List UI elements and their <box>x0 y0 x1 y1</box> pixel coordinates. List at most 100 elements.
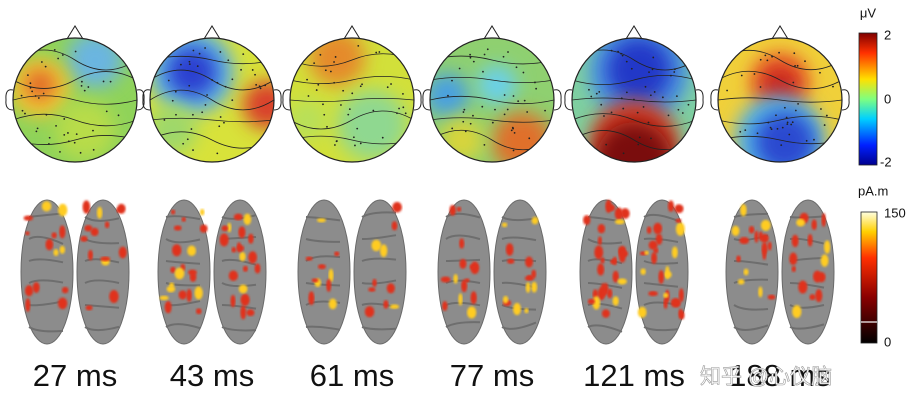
activation <box>583 215 591 226</box>
electrode <box>783 106 786 109</box>
nose <box>771 25 789 40</box>
source-colorbar: pA.m 150 0 <box>858 183 906 349</box>
sulcus <box>84 325 120 332</box>
topomap <box>150 38 274 162</box>
electrode <box>458 67 461 70</box>
electrode <box>307 95 310 97</box>
head-outline <box>149 37 275 163</box>
activation <box>678 288 684 303</box>
activation <box>173 225 182 231</box>
activation <box>470 291 477 305</box>
electrode <box>651 68 654 71</box>
nose <box>483 25 501 40</box>
ear <box>282 89 291 111</box>
activation <box>505 243 514 256</box>
sulcus <box>445 212 481 219</box>
contour <box>718 115 842 125</box>
contour <box>13 71 137 89</box>
electrode <box>251 69 254 71</box>
panels: 27 ms 43 ms 61 ms 77 ms 121 ms 188 ms <box>5 25 850 393</box>
electrode <box>513 131 516 134</box>
electrode <box>753 73 756 75</box>
electrode <box>323 113 326 116</box>
nose <box>343 25 361 40</box>
electrode <box>317 83 320 86</box>
electrode <box>186 138 189 141</box>
activation <box>796 218 806 227</box>
electrode <box>600 103 603 106</box>
contour <box>290 97 414 103</box>
topomap <box>430 38 554 162</box>
electrode <box>26 74 29 76</box>
electrode <box>464 130 467 133</box>
activation <box>737 278 745 285</box>
activation <box>166 285 176 293</box>
electrode <box>347 113 350 116</box>
activation <box>612 270 619 283</box>
activation <box>53 248 59 257</box>
electrode <box>53 48 56 51</box>
topomap-blob <box>430 73 469 117</box>
activation <box>739 236 750 245</box>
sulcus <box>221 326 257 332</box>
activation <box>678 308 684 319</box>
electrode <box>687 103 690 106</box>
activation <box>587 298 595 305</box>
sulcus <box>733 278 769 284</box>
electrode <box>188 60 191 63</box>
activation <box>767 241 772 251</box>
electrode <box>378 51 381 53</box>
sulcus <box>361 211 397 218</box>
sulcus <box>221 258 257 266</box>
electrode <box>670 74 672 77</box>
head-outline <box>717 37 843 163</box>
panel: 61 ms <box>282 25 422 393</box>
contour <box>13 95 137 105</box>
electrode <box>776 127 779 130</box>
colorbar-unit: μV <box>860 5 876 20</box>
electrode <box>342 89 345 92</box>
electrode <box>324 69 327 72</box>
electrode <box>820 108 822 110</box>
electrode <box>819 71 821 74</box>
activation <box>221 225 229 232</box>
topomap-blob <box>167 47 217 97</box>
activation <box>25 231 30 236</box>
electrode <box>642 106 645 108</box>
activation <box>760 219 771 231</box>
activation <box>199 208 205 216</box>
activation <box>653 247 659 254</box>
activation <box>57 297 68 310</box>
electrode <box>739 130 742 133</box>
activation <box>525 256 533 268</box>
electrode <box>652 56 655 59</box>
topo-colorbar: μV 2 0 -2 <box>858 5 892 169</box>
electrode <box>507 51 509 53</box>
activation <box>648 240 658 250</box>
activation <box>526 274 533 280</box>
sulcus <box>165 260 201 265</box>
hemisphere <box>353 199 407 345</box>
electrode <box>264 84 267 87</box>
activation <box>305 256 313 261</box>
time-label: 27 ms <box>33 358 117 393</box>
head-outline <box>429 37 555 163</box>
activation <box>328 298 337 310</box>
topomap-blob <box>25 70 55 100</box>
electrode <box>661 96 664 99</box>
activation <box>172 244 182 257</box>
electrode <box>804 60 806 63</box>
topomap-blob <box>440 118 484 162</box>
sulcus <box>84 304 120 309</box>
activation <box>170 266 176 274</box>
electrode <box>667 114 670 117</box>
electrode <box>673 68 676 71</box>
activation <box>59 225 66 239</box>
panel: 77 ms <box>422 25 562 393</box>
electrode <box>630 67 633 70</box>
activation <box>383 299 389 309</box>
activation <box>637 306 647 318</box>
contour <box>718 70 842 90</box>
electrode <box>673 71 676 73</box>
electrode <box>83 89 86 92</box>
